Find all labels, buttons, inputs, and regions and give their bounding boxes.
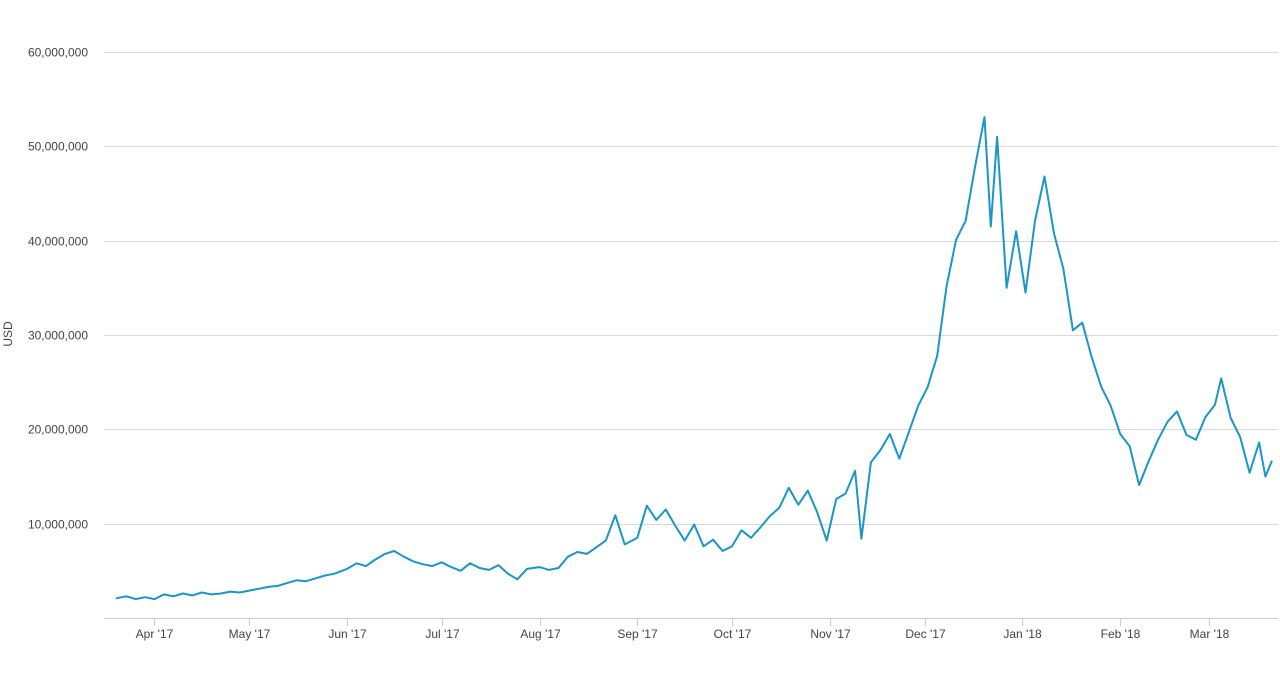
x-tick-label: Oct '17 (714, 627, 752, 641)
x-tick-label: Jul '17 (425, 627, 460, 641)
x-tick-label: Jun '17 (328, 627, 367, 641)
y-tick-label: 60,000,000 (28, 46, 88, 60)
x-tick-label: Dec '17 (905, 627, 946, 641)
x-tick-label: Apr '17 (136, 627, 174, 641)
y-tick-label: 10,000,000 (28, 518, 88, 532)
x-axis: Apr '17 May '17 Jun '17 Jul '17 Aug '17 Sep '… (104, 618, 1278, 641)
series-line (115, 116, 1273, 601)
y-tick-label: 20,000,000 (28, 423, 88, 437)
x-tick-label: Mar '18 (1190, 627, 1230, 641)
series-layer (115, 116, 1273, 601)
y-tick-label: 50,000,000 (28, 140, 88, 154)
x-tick-label: Nov '17 (810, 627, 851, 641)
x-tick-label: Aug '17 (520, 627, 561, 641)
x-tick-label: May '17 (229, 627, 271, 641)
x-tick-label: Sep '17 (617, 627, 658, 641)
x-tick-label: Feb '18 (1101, 627, 1141, 641)
y-tick-label: 40,000,000 (28, 235, 88, 249)
gridlines (104, 52, 1278, 525)
y-axis-tick-labels: 10,000,000 20,000,000 30,000,000 40,000,000… (28, 46, 88, 532)
y-tick-label: 30,000,000 (28, 329, 88, 343)
y-axis-title: USD (1, 321, 15, 347)
x-tick-label: Jan '18 (1003, 627, 1042, 641)
